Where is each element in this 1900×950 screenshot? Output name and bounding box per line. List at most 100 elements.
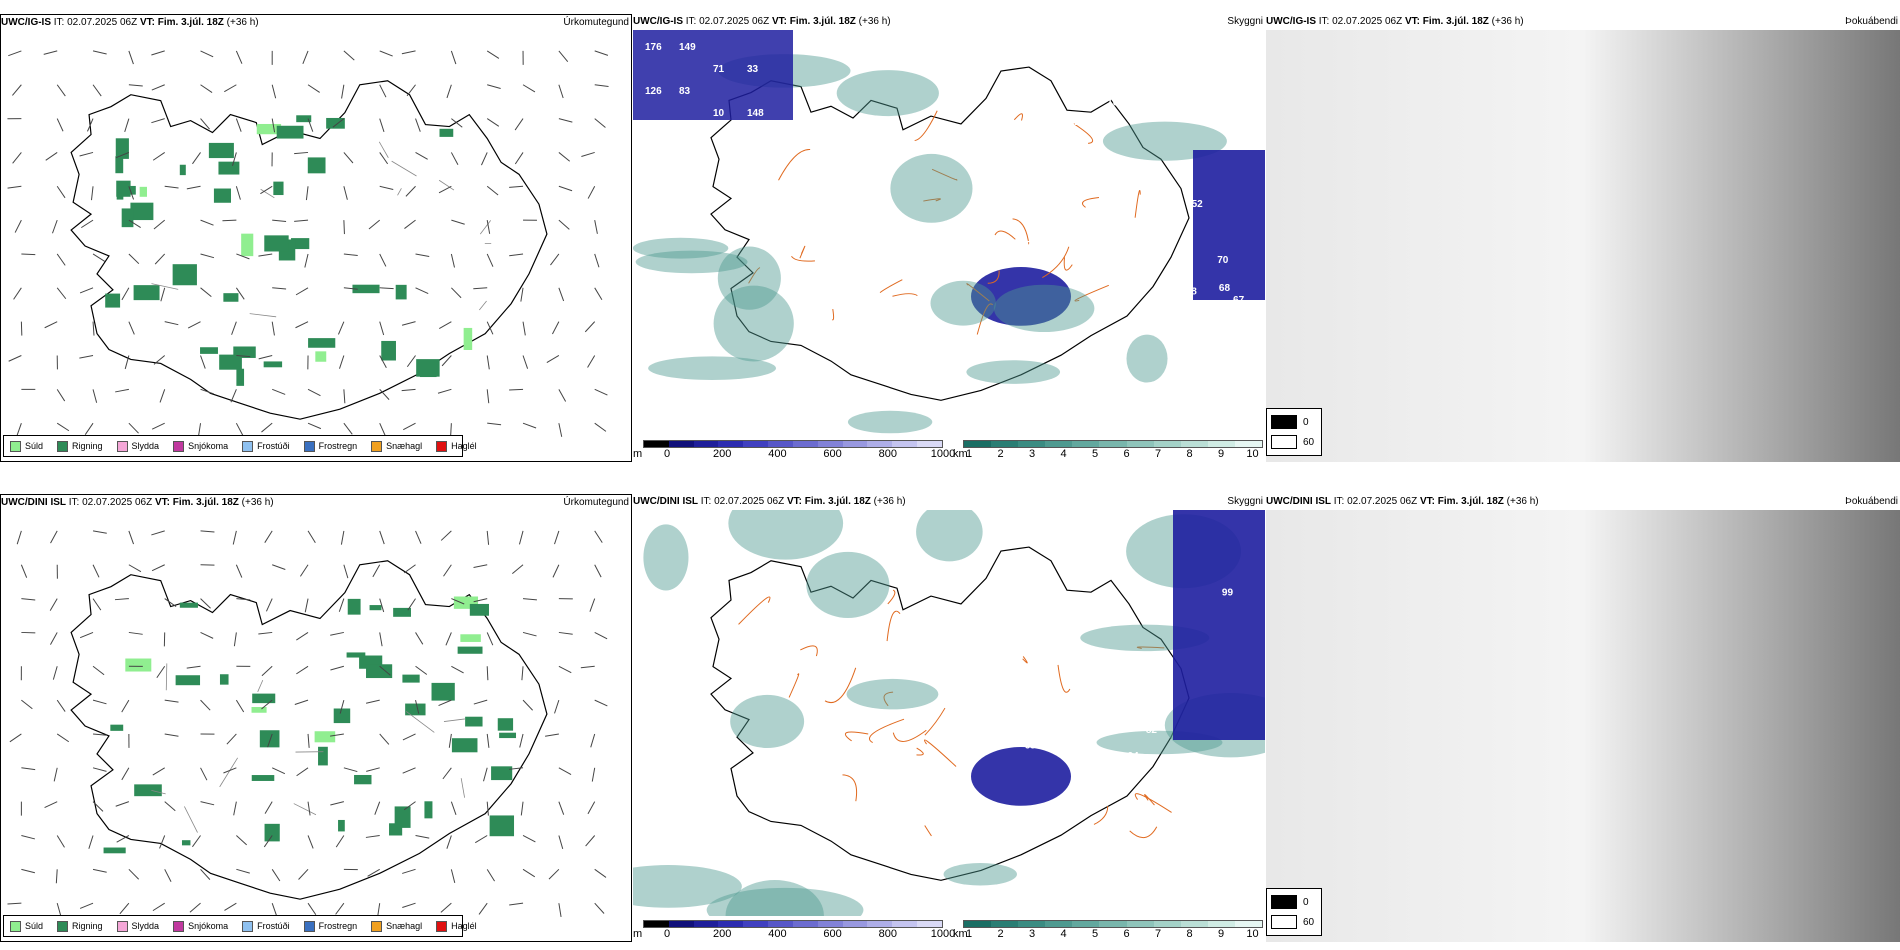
road-line <box>249 313 277 318</box>
colorbar-segment <box>693 441 719 447</box>
wind-barb <box>509 388 524 391</box>
wind-barb <box>79 902 94 909</box>
wind-barb <box>92 699 107 705</box>
colorbar-tick: 2 <box>997 928 1004 940</box>
wind-barb <box>594 50 609 56</box>
precip-patch <box>499 732 517 739</box>
wind-barb <box>128 631 143 635</box>
valid-time: Fim. 3.júl. 18Z <box>789 16 856 27</box>
fog-map[interactable] <box>1266 510 1900 942</box>
precip-legend-item: Haglél <box>436 440 477 452</box>
wind-barb <box>92 767 107 772</box>
precip-patch <box>463 327 473 350</box>
visibility-map[interactable]: 176 149 71 33 126 83 10 148 850 169 12 90 52 70 67 57 68… <box>633 30 1265 436</box>
wind-barb <box>271 767 286 775</box>
wind-barb <box>448 733 452 748</box>
wind-barb <box>339 699 345 714</box>
visibility-haze <box>713 285 794 362</box>
wind-barb <box>402 767 416 774</box>
wind-barb <box>594 118 606 128</box>
legend-label: Frostregn <box>318 921 358 931</box>
panel-title: Úrkomutegund <box>563 17 629 28</box>
colorbar-segment <box>917 921 942 927</box>
precip-map[interactable] <box>1 31 631 461</box>
road-line <box>479 300 487 311</box>
panel-header: UWC/IG-IS IT: 02.07.2025 06Z VT: Fim. 3.… <box>633 14 1265 30</box>
visibility-haze <box>717 246 781 310</box>
wind-barb <box>406 84 416 97</box>
wind-barb <box>200 388 214 395</box>
precip-patch <box>366 664 393 679</box>
precip-legend: Súld Rigning Slydda Snjókoma Frostúði Frostre… <box>3 915 477 937</box>
wind-barb <box>124 355 130 370</box>
wind-barb <box>14 219 22 233</box>
wind-barb <box>235 422 244 436</box>
colorbar-tick: 8 <box>1186 448 1193 460</box>
road-line <box>1129 826 1158 838</box>
init-time: 02.07.2025 06Z <box>1347 496 1418 507</box>
legend-label: Slydda <box>131 441 160 451</box>
precip-patch <box>130 202 154 221</box>
lead-time: (+36 h) <box>1506 496 1539 507</box>
legend-swatch <box>303 920 315 932</box>
iceland-group <box>710 546 1190 881</box>
wind-barb <box>265 598 273 612</box>
road-line <box>887 589 896 605</box>
wind-barb <box>200 631 214 639</box>
colorbar-strip <box>963 920 1263 928</box>
colorbar-segment <box>644 441 669 447</box>
legend-swatch <box>116 440 128 452</box>
wind-barb <box>92 598 102 611</box>
wind-barb <box>128 50 134 65</box>
iceland-coastline <box>710 66 1190 401</box>
visibility-value-label: 99 <box>1086 724 1098 735</box>
wind-barb <box>343 50 355 61</box>
iceland-visibility-svg: 176 149 71 33 126 83 10 148 850 169 12 90 52 70 67 57 68… <box>633 30 1265 434</box>
wind-barb <box>151 530 165 536</box>
wind-barb <box>343 152 354 164</box>
precip-map[interactable] <box>1 511 631 941</box>
wind-barb <box>335 902 345 915</box>
wind-barb <box>156 665 166 679</box>
road-line <box>260 188 275 199</box>
wind-barb <box>379 733 390 745</box>
precip-patch <box>172 264 197 286</box>
wind-barb <box>415 152 428 160</box>
wind-barb <box>343 220 345 235</box>
colorbar-tick: 800 <box>878 928 897 940</box>
legend-label: Snjókoma <box>188 441 229 451</box>
precip-patch <box>121 208 134 228</box>
wind-barb <box>189 902 201 913</box>
precip-patch <box>213 188 231 203</box>
wind-barb <box>450 253 455 268</box>
wind-barb <box>192 152 201 165</box>
precip-patch <box>105 293 121 308</box>
colorbar-segment <box>768 921 793 927</box>
legend-swatch <box>10 440 21 452</box>
precip-patch <box>424 801 433 819</box>
wind-barb <box>594 84 609 87</box>
precip-patch <box>179 164 186 176</box>
wind-barb <box>307 388 321 397</box>
fog-legend-item: 0 <box>1271 892 1317 912</box>
visibility-value-label: 101 <box>1207 843 1224 854</box>
wind-barb <box>406 355 416 368</box>
wind-barb <box>558 903 562 918</box>
fog-map[interactable] <box>1266 30 1900 462</box>
visibility-value-label: 33 <box>747 64 759 75</box>
wind-barb <box>56 835 65 848</box>
colorbar-segment <box>1099 441 1127 447</box>
wind-barb <box>307 530 316 544</box>
wind-barb <box>261 665 273 677</box>
wind-barb <box>441 355 452 367</box>
road-line <box>1134 189 1141 218</box>
road-line <box>391 160 417 177</box>
legend-label: Slydda <box>131 921 160 931</box>
wind-barb <box>56 84 66 97</box>
visibility-map[interactable]: 101 99 94 78 79 75 82 69 343 133 64 99 32 <box>633 510 1265 916</box>
precip-patch <box>219 354 242 370</box>
wind-barb <box>200 355 206 369</box>
low-ceiling-area <box>1173 510 1265 740</box>
ceiling-colorbar: m 0 200 400 600 800 1000 <box>633 920 955 940</box>
visibility-value-label: 343 <box>1102 665 1119 676</box>
